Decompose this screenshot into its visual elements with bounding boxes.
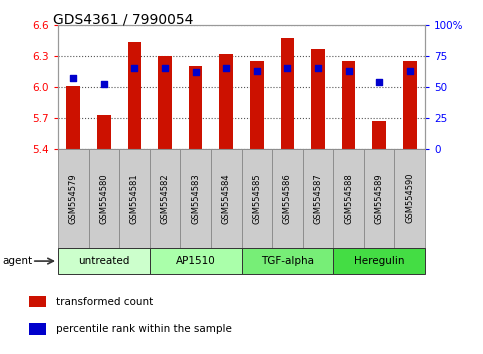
Bar bbox=[150, 149, 180, 248]
Text: GSM554587: GSM554587 bbox=[313, 173, 323, 224]
Bar bbox=[128, 42, 142, 149]
Bar bbox=[303, 149, 333, 248]
Bar bbox=[242, 248, 333, 274]
Text: untreated: untreated bbox=[78, 256, 129, 266]
Text: GSM554584: GSM554584 bbox=[222, 173, 231, 224]
Bar bbox=[58, 248, 150, 274]
Text: GSM554586: GSM554586 bbox=[283, 173, 292, 224]
Bar bbox=[119, 149, 150, 248]
Text: GSM554588: GSM554588 bbox=[344, 173, 353, 224]
Point bbox=[130, 65, 138, 71]
Text: GSM554590: GSM554590 bbox=[405, 173, 414, 223]
Bar bbox=[311, 48, 325, 149]
Bar bbox=[58, 149, 88, 248]
Bar bbox=[211, 149, 242, 248]
Text: TGF-alpha: TGF-alpha bbox=[261, 256, 314, 266]
Text: GSM554581: GSM554581 bbox=[130, 173, 139, 224]
Bar bbox=[242, 149, 272, 248]
Bar bbox=[372, 121, 386, 149]
Text: GSM554582: GSM554582 bbox=[160, 173, 170, 224]
Text: AP1510: AP1510 bbox=[176, 256, 215, 266]
Bar bbox=[272, 149, 303, 248]
Bar bbox=[97, 115, 111, 149]
Bar bbox=[158, 56, 172, 149]
Point bbox=[375, 79, 383, 85]
Bar bbox=[341, 61, 355, 149]
Point bbox=[253, 68, 261, 74]
Bar bbox=[180, 149, 211, 248]
Point bbox=[345, 68, 353, 74]
Point bbox=[161, 65, 169, 71]
Bar bbox=[29, 296, 46, 307]
Bar bbox=[281, 38, 294, 149]
Bar bbox=[66, 86, 80, 149]
Bar bbox=[333, 149, 364, 248]
Text: GSM554580: GSM554580 bbox=[99, 173, 108, 224]
Bar bbox=[395, 149, 425, 248]
Point bbox=[70, 75, 77, 81]
Text: GSM554585: GSM554585 bbox=[252, 173, 261, 224]
Bar bbox=[29, 324, 46, 335]
Text: GDS4361 / 7990054: GDS4361 / 7990054 bbox=[53, 12, 194, 27]
Text: agent: agent bbox=[2, 256, 32, 266]
Bar bbox=[189, 66, 202, 149]
Bar bbox=[364, 149, 395, 248]
Point bbox=[406, 68, 413, 74]
Text: GSM554583: GSM554583 bbox=[191, 173, 200, 224]
Text: percentile rank within the sample: percentile rank within the sample bbox=[56, 324, 231, 334]
Point bbox=[192, 69, 199, 75]
Bar bbox=[88, 149, 119, 248]
Point bbox=[222, 65, 230, 71]
Point bbox=[284, 65, 291, 71]
Text: transformed count: transformed count bbox=[56, 297, 153, 307]
Bar bbox=[219, 54, 233, 149]
Point bbox=[314, 65, 322, 71]
Text: GSM554589: GSM554589 bbox=[375, 173, 384, 224]
Point bbox=[100, 81, 108, 87]
Bar bbox=[403, 61, 417, 149]
Bar bbox=[333, 248, 425, 274]
Text: GSM554579: GSM554579 bbox=[69, 173, 78, 224]
Bar bbox=[150, 248, 242, 274]
Bar bbox=[250, 61, 264, 149]
Text: Heregulin: Heregulin bbox=[354, 256, 404, 266]
